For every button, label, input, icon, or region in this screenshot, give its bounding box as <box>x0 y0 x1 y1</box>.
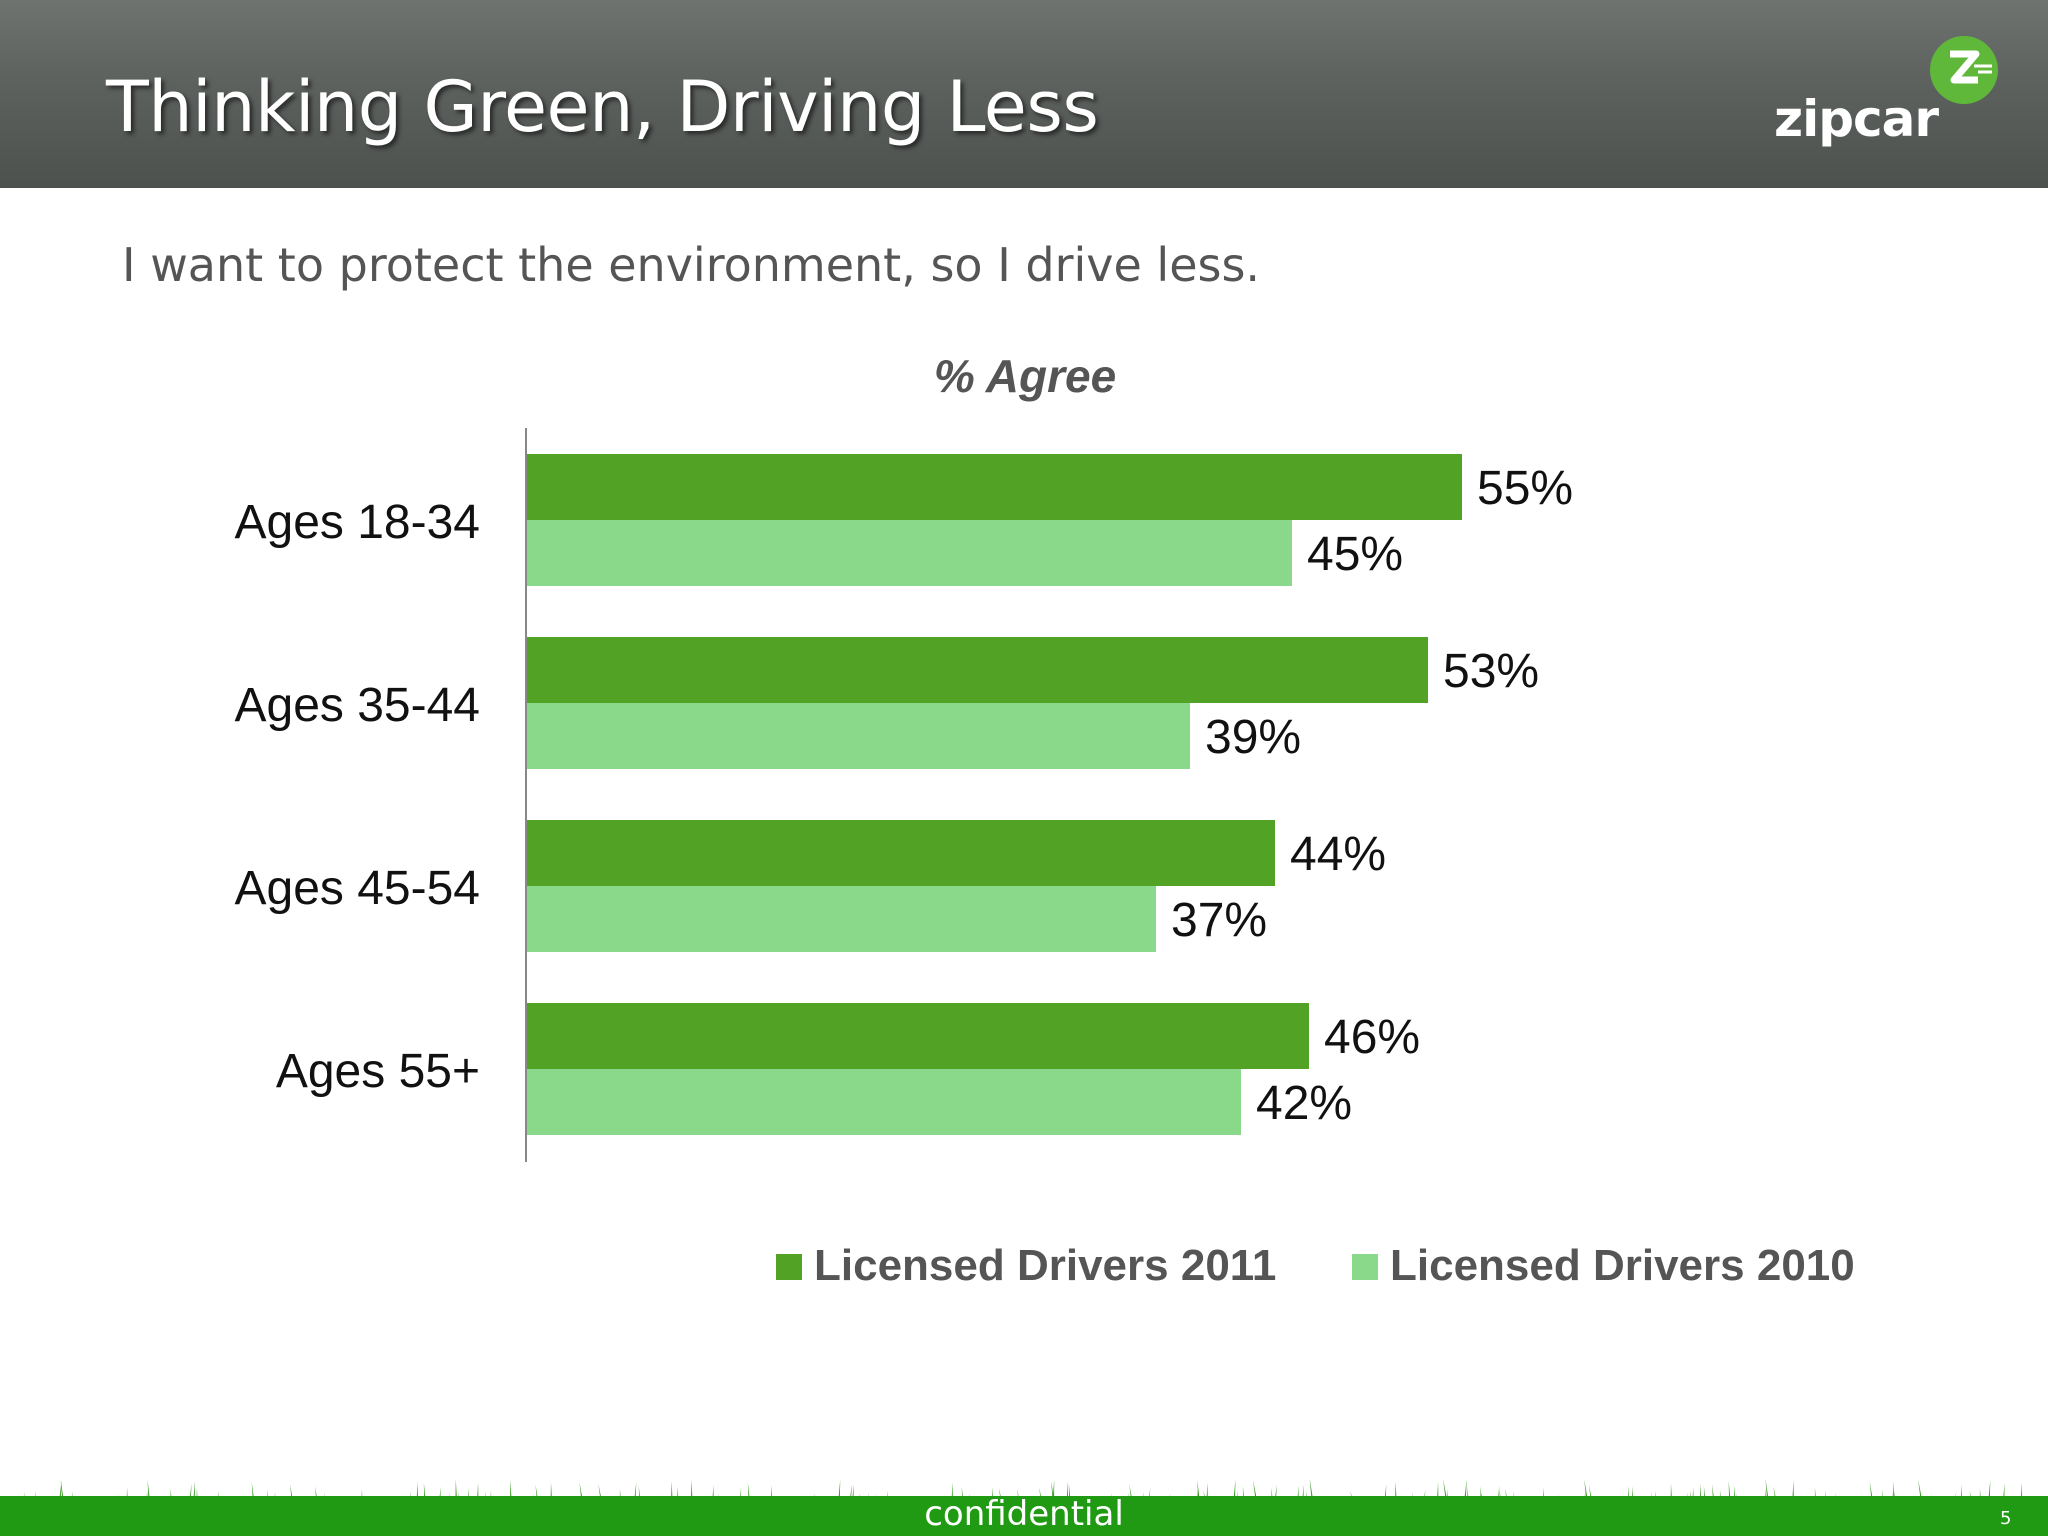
data-label: 55% <box>1477 462 1573 515</box>
bar-2010 <box>527 1069 1241 1135</box>
zipcar-z-badge-icon <box>1930 36 1998 104</box>
data-label: 42% <box>1256 1077 1352 1130</box>
footer-confidential-label: confidential <box>924 1494 1124 1534</box>
category-label: Ages 55+ <box>276 1045 480 1098</box>
chart-title: % Agree <box>934 350 1116 402</box>
bar-2010 <box>527 520 1292 586</box>
bar-2011 <box>527 454 1462 520</box>
bar-chart: % Agree Ages 18-34 55% 45% Ages 35-44 53% 39% A… <box>234 350 1855 1290</box>
data-label: 37% <box>1171 894 1267 947</box>
slide-header: Thinking Green, Driving Less zipcar <box>0 0 2048 188</box>
bar-2010 <box>527 703 1190 769</box>
page-number: 5 <box>2000 1508 2012 1529</box>
logo-text: zipcar <box>1774 90 1939 148</box>
zipcar-logo: zipcar <box>1770 34 2010 154</box>
bar-2010 <box>527 886 1156 952</box>
category-label: Ages 45-54 <box>234 862 480 915</box>
legend-swatch <box>776 1254 802 1280</box>
data-label: 45% <box>1307 528 1403 581</box>
legend-swatch <box>1352 1254 1378 1280</box>
legend-entry: Licensed Drivers 2010 <box>1390 1241 1855 1290</box>
slide-subtitle: I want to protect the environment, so I … <box>122 238 1261 292</box>
data-label: 46% <box>1324 1011 1420 1064</box>
data-label: 44% <box>1290 828 1386 881</box>
footer-bar <box>0 1496 2048 1536</box>
slide-title: Thinking Green, Driving Less <box>106 66 1099 148</box>
bar-2011 <box>527 820 1275 886</box>
category-label: Ages 18-34 <box>234 496 480 549</box>
category-label: Ages 35-44 <box>234 679 480 732</box>
data-label: 53% <box>1443 645 1539 698</box>
legend-entry: Licensed Drivers 2011 <box>814 1241 1276 1290</box>
bar-2011 <box>527 637 1428 703</box>
bar-2011 <box>527 1003 1309 1069</box>
data-label: 39% <box>1205 711 1301 764</box>
